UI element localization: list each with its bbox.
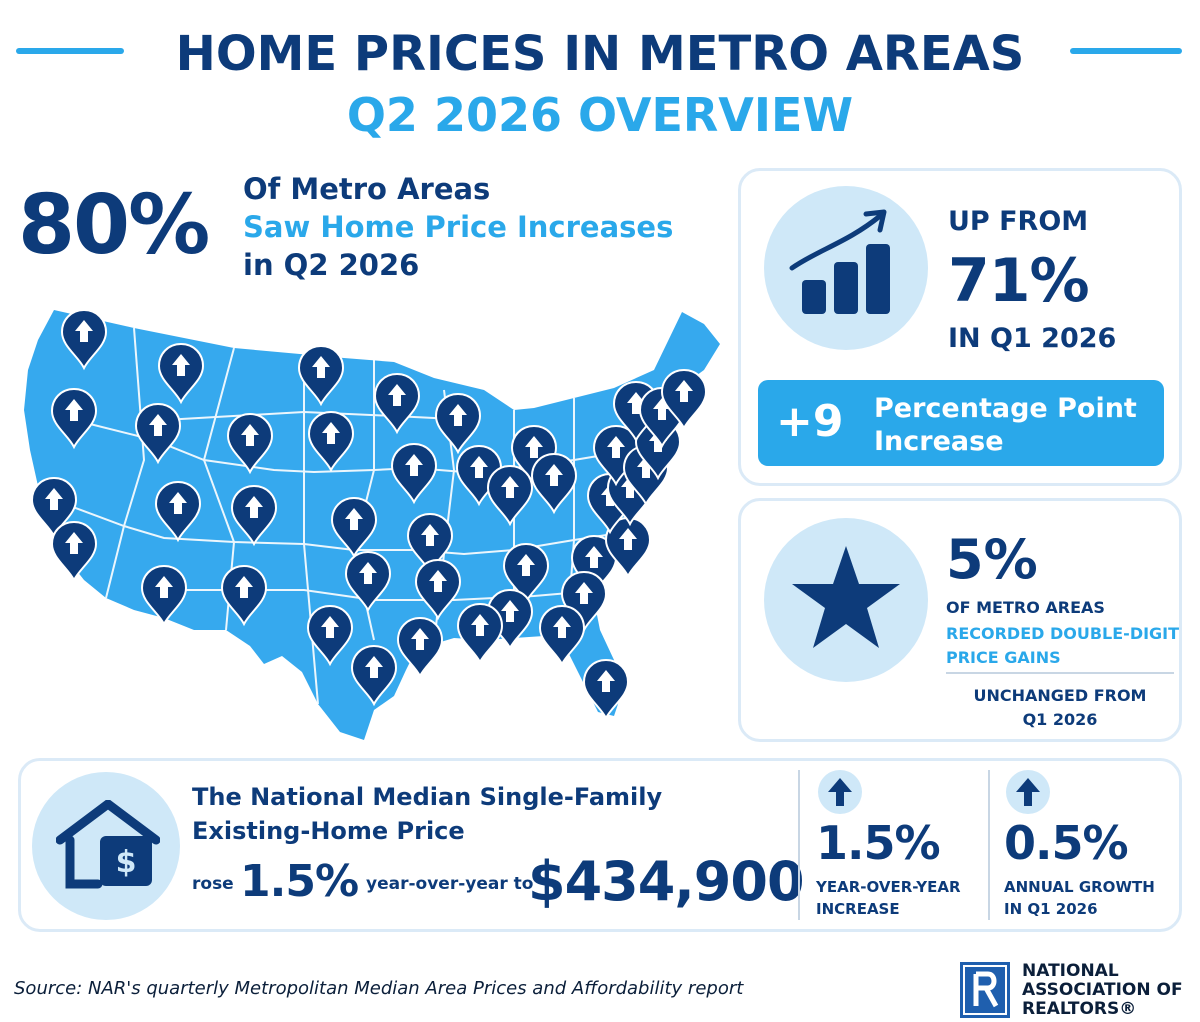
pin-14 [531, 453, 577, 513]
unchanged-line1: UNCHANGED FROM [973, 686, 1147, 705]
metric1-label-line1: YEAR-OVER-YEAR [816, 878, 961, 896]
unchanged-line2: Q1 2026 [1022, 710, 1098, 729]
metric1-label-line2: INCREASE [816, 900, 900, 918]
nar-line3: REALTORS® [1022, 999, 1137, 1019]
svg-text:$: $ [116, 845, 137, 880]
national-title-line2: Existing-Home Price [192, 817, 465, 845]
pin-24 [415, 559, 461, 619]
up-from-value: 71% [948, 246, 1090, 316]
house-dollar-icon: $ [56, 800, 160, 889]
metric2-label: ANNUAL GROWTH IN Q1 2026 [1004, 876, 1155, 920]
double-digit-value: 5% [946, 528, 1038, 591]
nar-line1: NATIONAL [1022, 961, 1119, 981]
pin-8 [374, 373, 420, 433]
main-stat-line3: in Q2 2026 [243, 248, 420, 282]
up-from-period: IN Q1 2026 [948, 323, 1117, 354]
metric1-label: YEAR-OVER-YEAR INCREASE [816, 876, 961, 920]
pin-39 [539, 605, 585, 665]
nar-line2: ASSOCIATION OF [1022, 980, 1183, 1000]
unchanged-note: UNCHANGED FROM Q1 2026 [946, 684, 1174, 732]
increase-value: +9 [776, 396, 844, 447]
pin-19 [331, 497, 377, 557]
up-arrow-icon [1016, 778, 1040, 806]
increase-line2: Increase [874, 426, 1004, 457]
pin-6 [227, 413, 273, 473]
bar-chart-growth-icon [789, 209, 890, 314]
double-digit-line2-3: RECORDED DOUBLE-DIGIT PRICE GAINS [946, 622, 1179, 670]
rose-label: rose [192, 874, 234, 894]
metric2-label-line1: ANNUAL GROWTH [1004, 878, 1155, 896]
yoy-to-label: year-over-year to [366, 874, 534, 894]
metric-divider-1 [798, 770, 800, 920]
pin-43 [583, 659, 629, 719]
rose-value: 1.5% [240, 856, 359, 907]
pin-9 [435, 393, 481, 453]
up-from-label: UP FROM [948, 206, 1089, 237]
page-title: HOME PRICES IN METRO AREAS [175, 26, 1025, 82]
increase-text: Percentage Point Increase [874, 392, 1137, 458]
pin-38 [457, 603, 503, 663]
metric2-label-line2: IN Q1 2026 [1004, 900, 1098, 918]
pin-3 [298, 345, 344, 405]
page-subtitle: Q2 2026 OVERVIEW [346, 88, 854, 142]
state-borders [53, 327, 635, 705]
national-title-line1: The National Median Single-Family [192, 783, 663, 811]
nar-r-mark [963, 965, 1007, 1015]
metric-divider-2 [988, 770, 990, 920]
pin-7 [308, 411, 354, 471]
metric1-value: 1.5% [816, 816, 941, 870]
double-digit-line1: OF METRO AREAS [946, 598, 1105, 617]
national-title: The National Median Single-Family Existi… [192, 780, 662, 848]
pin-23 [345, 551, 391, 611]
star-icon [792, 546, 900, 648]
main-stat-value: 80% [18, 178, 210, 273]
pin-5 [135, 403, 181, 463]
nar-wordmark: NATIONAL ASSOCIATION OF REALTORS® [1022, 962, 1183, 1019]
pin-18 [231, 485, 277, 545]
pin-21 [141, 565, 187, 625]
pin-2 [158, 343, 204, 403]
pin-16 [51, 521, 97, 581]
pin-11 [391, 443, 437, 503]
increase-line1: Percentage Point [874, 393, 1137, 424]
pin-4 [51, 388, 97, 448]
pin-42 [351, 645, 397, 705]
pin-22 [221, 565, 267, 625]
nar-logo [960, 962, 1010, 1018]
metric2-value: 0.5% [1004, 816, 1129, 870]
map-pins [31, 309, 707, 719]
up-arrow-icon [828, 778, 852, 806]
title-rule-left [16, 48, 124, 54]
main-stat-line1: Of Metro Areas [243, 172, 491, 206]
double-digit-line3: PRICE GAINS [946, 648, 1061, 667]
pin-17 [155, 481, 201, 541]
double-digit-line2: RECORDED DOUBLE-DIGIT [946, 624, 1180, 643]
median-price: $434,900 [528, 850, 805, 913]
pin-1 [61, 309, 107, 369]
pin-41 [307, 605, 353, 665]
pin-13 [487, 465, 533, 525]
main-stat-text: Of Metro Areas Saw Home Price Increases … [243, 170, 673, 284]
title-rule-right [1070, 48, 1182, 54]
double-digit-divider [946, 672, 1174, 674]
pin-40 [397, 617, 443, 677]
main-stat-line2: Saw Home Price Increases [243, 210, 674, 244]
percentage-point-banner: +9 Percentage Point Increase [758, 380, 1164, 466]
source-note: Source: NAR's quarterly Metropolitan Med… [14, 978, 744, 999]
